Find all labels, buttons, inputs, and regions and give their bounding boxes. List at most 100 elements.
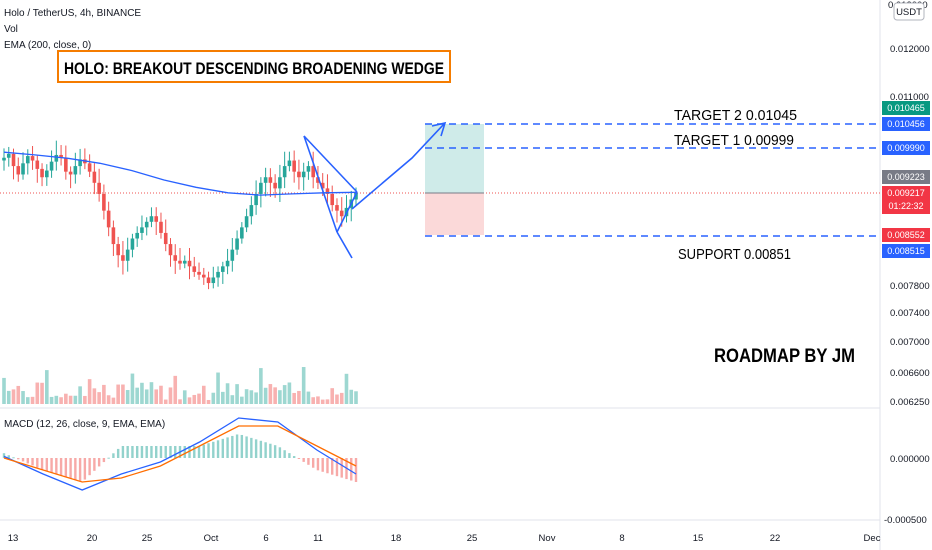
candle-body xyxy=(2,157,6,161)
candle-body xyxy=(335,205,339,211)
volume-bar xyxy=(102,384,106,404)
volume-bar xyxy=(121,384,125,404)
macd-histogram-bar xyxy=(102,458,106,463)
candle-body xyxy=(45,170,49,178)
volume-bar xyxy=(149,382,154,404)
volume-bar xyxy=(111,397,116,404)
candle-body xyxy=(268,177,273,183)
price-tag-last[interactable]: 0.009223 xyxy=(882,170,930,184)
macd-histogram-bar xyxy=(183,446,186,458)
roadmap-arrow-line[interactable] xyxy=(351,123,445,210)
loss-zone[interactable] xyxy=(425,193,484,235)
candle-body xyxy=(92,171,97,183)
macd-histogram-bar xyxy=(254,439,258,458)
volume-bars xyxy=(2,367,358,404)
volume-bar xyxy=(68,395,73,404)
currency-badge[interactable] xyxy=(893,2,925,21)
volume-bar xyxy=(130,373,135,404)
time-tick: 13 xyxy=(8,533,19,544)
time-tick: Dec xyxy=(864,533,881,544)
candle-body xyxy=(11,153,16,167)
volume-bar xyxy=(163,399,168,404)
wedge-lower-line[interactable] xyxy=(303,135,338,233)
candle-body xyxy=(240,227,244,239)
macd-histogram-bar xyxy=(273,445,277,458)
macd-histogram-bar xyxy=(74,458,77,480)
macd-histogram-bar xyxy=(216,440,220,458)
volume-bar xyxy=(154,389,159,404)
macd-histogram-bar xyxy=(350,458,353,481)
macd-histogram-bar xyxy=(155,446,158,458)
svg-text:0.009223: 0.009223 xyxy=(887,172,925,182)
ema-legend[interactable]: EMA (200, close, 0) xyxy=(4,40,91,51)
price-tag-current[interactable]: 0.009217 01:22:32 xyxy=(882,186,930,214)
macd-histogram-bar xyxy=(50,458,53,473)
volume-bar xyxy=(187,397,192,404)
support-label: SUPPORT 0.00851 xyxy=(678,246,791,263)
volume-bar xyxy=(273,387,277,404)
volume-bar xyxy=(182,390,187,404)
candle-body xyxy=(73,166,78,175)
price-tag-target2-high[interactable]: 0.010465 xyxy=(882,101,930,115)
macd-histogram-bar xyxy=(235,434,239,458)
candle-body xyxy=(273,182,277,189)
macd-histogram-bar xyxy=(288,453,291,458)
candle-body xyxy=(130,238,135,250)
candle-body xyxy=(106,210,111,228)
volume-bar xyxy=(254,392,258,404)
macd-histogram-bar xyxy=(292,456,296,458)
volume-bar xyxy=(159,385,163,404)
volume-bar xyxy=(244,389,249,404)
macd-histogram-bar xyxy=(278,447,282,458)
volume-bar xyxy=(97,392,101,404)
macd-histogram-bar xyxy=(107,457,110,459)
macd-histogram-bar xyxy=(97,458,101,467)
volume-bar xyxy=(116,384,120,404)
candle-body xyxy=(211,277,216,284)
macd-histogram-bar xyxy=(207,443,210,458)
symbol-legend[interactable]: Holo / TetherUS, 4h, BINANCE xyxy=(4,8,141,19)
macd-histogram-bar xyxy=(240,434,244,458)
price-tag-target1[interactable]: 0.009990 xyxy=(882,141,930,155)
candle-body xyxy=(201,274,206,278)
macd-histogram-bar xyxy=(354,458,358,482)
svg-text:0.008515: 0.008515 xyxy=(887,246,925,256)
price-tag-support[interactable]: 0.008515 xyxy=(882,244,930,258)
macd-histogram-bar xyxy=(202,444,205,458)
time-tick: 15 xyxy=(693,533,704,544)
candle-body xyxy=(121,255,125,261)
macd-histogram-bar xyxy=(331,458,334,475)
candle-body xyxy=(320,182,325,189)
title-box[interactable] xyxy=(57,50,451,83)
volume-bar xyxy=(354,391,358,404)
wedge-upper-line[interactable] xyxy=(303,135,358,193)
profit-zone[interactable] xyxy=(425,124,484,193)
macd-histogram-bar xyxy=(226,437,229,458)
macd-histogram-bar xyxy=(269,443,272,458)
candle-body xyxy=(292,160,296,172)
price-tick: 0.006250 xyxy=(890,397,930,408)
wedge-extension-line[interactable] xyxy=(336,231,353,259)
candle-body xyxy=(168,244,173,256)
macd-histogram-bar xyxy=(36,458,39,468)
wedge-close-line[interactable] xyxy=(336,191,358,233)
volume-legend[interactable]: Vol xyxy=(4,24,18,35)
price-tag-stop[interactable]: 0.008552 xyxy=(882,228,930,242)
candle-body xyxy=(221,266,225,272)
volume-bar xyxy=(330,388,335,404)
volume-bar xyxy=(21,391,25,404)
macd-legend[interactable]: MACD (12, 26, close, 9, EMA, EMA) xyxy=(4,419,165,430)
candle-body xyxy=(178,260,182,264)
volume-bar xyxy=(201,385,206,404)
volume-bar xyxy=(140,382,144,404)
volume-bar xyxy=(344,373,349,404)
candle-body xyxy=(325,188,330,194)
macd-histogram-bar xyxy=(45,458,49,472)
price-tick: 0.006600 xyxy=(890,368,930,379)
macd-histogram-bar xyxy=(88,458,91,476)
macd-histogram-bar xyxy=(21,458,25,462)
candle-body xyxy=(16,166,21,175)
macd-histogram-bar xyxy=(259,440,263,458)
price-tag-target2[interactable]: 0.010456 xyxy=(882,117,930,131)
